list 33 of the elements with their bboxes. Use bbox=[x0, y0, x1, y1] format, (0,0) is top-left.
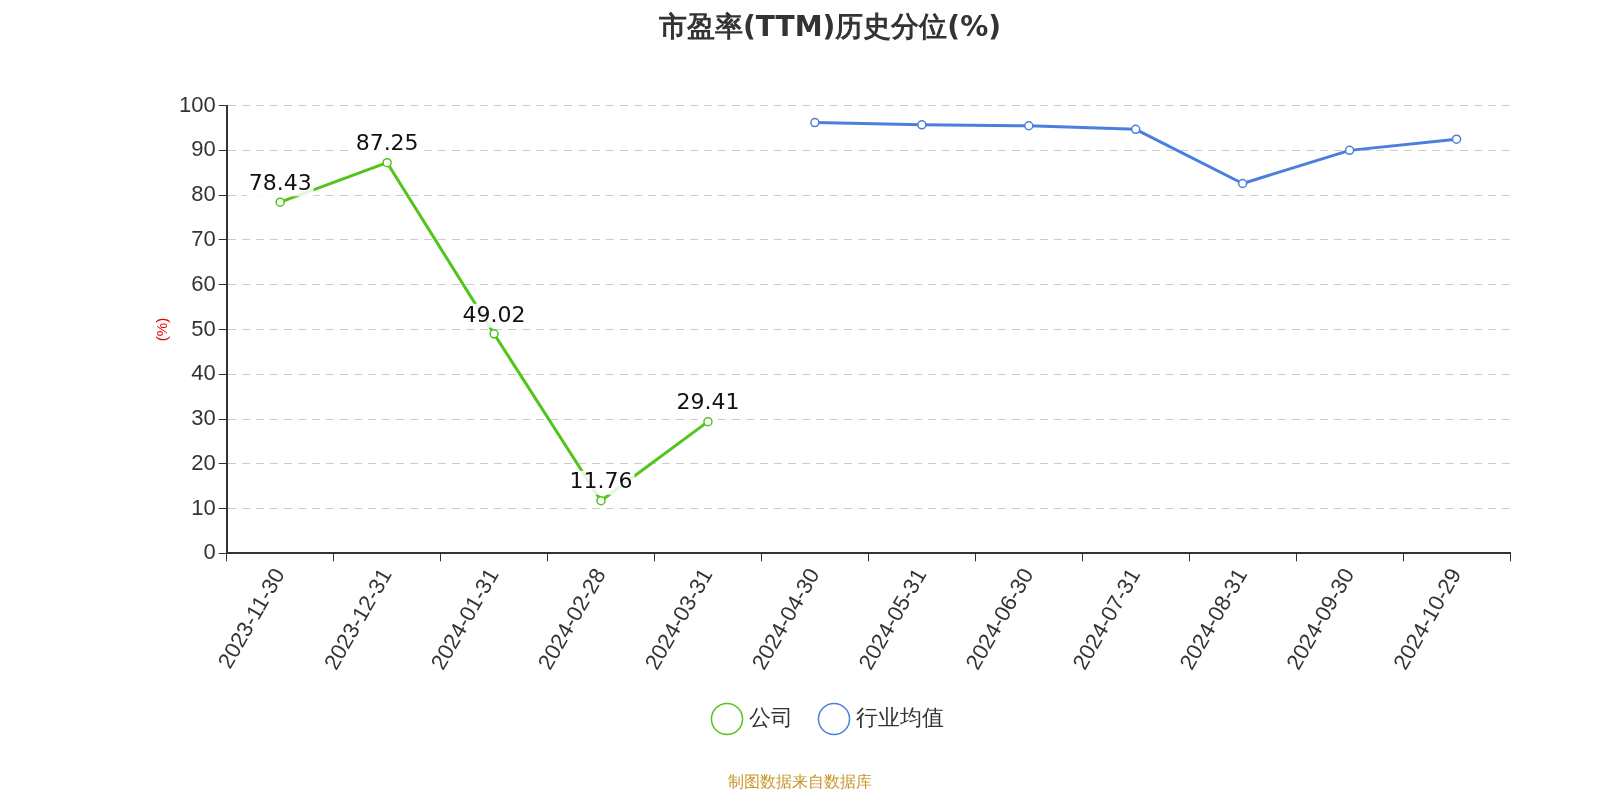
legend-label: 行业均值 bbox=[856, 705, 944, 731]
text: 制图数据来自数据库 bbox=[727, 772, 873, 793]
point bbox=[1024, 121, 1034, 131]
chart-title: 市盈率(TTM)历史分位(%) bbox=[658, 10, 1001, 44]
y-tick-label: 60 bbox=[191, 270, 216, 296]
point bbox=[1344, 145, 1355, 156]
data-label: 49.02 bbox=[462, 301, 526, 327]
y-tick-label: 20 bbox=[191, 449, 216, 475]
point bbox=[275, 197, 285, 207]
y-tick-label: 70 bbox=[191, 225, 216, 251]
y-tick-label: 50 bbox=[191, 315, 216, 341]
point bbox=[810, 117, 820, 128]
y-tick-label: 0 bbox=[203, 539, 216, 565]
y-tick-label: 40 bbox=[191, 360, 216, 386]
data-label: 11.76 bbox=[569, 468, 633, 494]
data-label: 87.25 bbox=[355, 130, 419, 156]
y-tick-label: 80 bbox=[191, 181, 216, 207]
point bbox=[382, 157, 392, 168]
point bbox=[596, 495, 606, 506]
point bbox=[1451, 134, 1462, 144]
point bbox=[1130, 124, 1141, 135]
y-tick-label: 100 bbox=[178, 91, 216, 117]
point bbox=[1237, 178, 1248, 189]
legend-label: 公司 bbox=[749, 705, 793, 731]
y-tick-label: 90 bbox=[191, 136, 216, 162]
y-axis-title: (%) bbox=[153, 317, 171, 342]
point bbox=[489, 329, 499, 339]
y-tick-label: 30 bbox=[191, 405, 216, 431]
data-label: 29.41 bbox=[676, 389, 740, 415]
point bbox=[703, 416, 713, 427]
point bbox=[917, 120, 927, 130]
data-label: 78.43 bbox=[248, 169, 312, 195]
y-tick-label: 10 bbox=[191, 494, 216, 520]
